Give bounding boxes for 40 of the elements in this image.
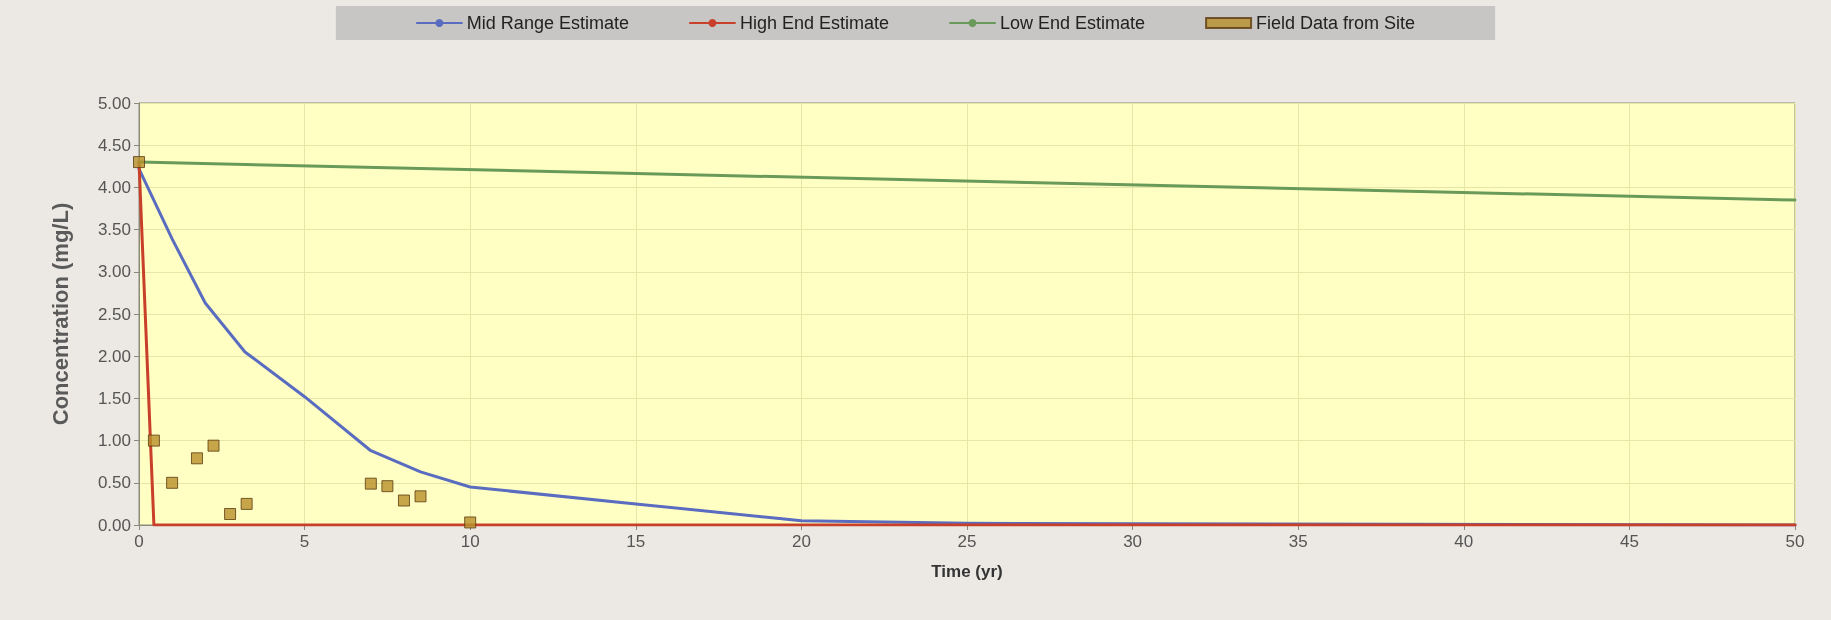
point (240, 497, 253, 510)
legend-label: High End Estimate (739, 13, 890, 33)
point (147, 434, 160, 447)
y-tick-label: 4.00 (97, 177, 131, 197)
point (133, 156, 145, 169)
y-tick-label: 3.50 (97, 220, 131, 240)
x-axis-title: Time (yr) (931, 562, 1003, 581)
y-tick-label: 0.00 (97, 515, 131, 535)
point (414, 490, 427, 503)
y-tick-label: 1.00 (97, 431, 131, 451)
x-tick-label: 5 (299, 532, 310, 551)
x-tick-label: 50 (1785, 532, 1805, 551)
y-tick-label: 2.00 (97, 346, 131, 366)
point (166, 476, 179, 489)
y-tick-label: 5.00 (97, 93, 131, 113)
x-tick-label: 20 (791, 532, 811, 551)
y-tick-label: 0.50 (97, 473, 131, 493)
y-tick-label: 1.50 (97, 388, 131, 408)
point (207, 439, 220, 452)
x-tick-label: 10 (460, 532, 480, 551)
legend-label: Low End Estimate (1000, 13, 1146, 33)
y-tick-label: 3.00 (97, 262, 131, 282)
point (190, 452, 203, 465)
x-tick-label: 25 (957, 532, 977, 551)
x-tick-label: 0 (134, 532, 144, 551)
y-tick-label: 2.50 (97, 304, 131, 324)
point (397, 494, 410, 507)
point (364, 477, 377, 490)
x-tick-label: 30 (1123, 532, 1143, 551)
x-tick-label: 40 (1454, 532, 1474, 551)
point (464, 516, 477, 529)
x-tick-label: 35 (1288, 532, 1308, 551)
point (381, 480, 394, 493)
legend-label: Mid Range Estimate (466, 13, 629, 33)
x-tick-label: 45 (1619, 532, 1639, 551)
y-axis-title: Concentration (mg/L) (47, 202, 73, 426)
point (224, 508, 237, 521)
y-tick-label: 4.50 (97, 135, 131, 155)
legend-label: Field Data from Site (1256, 13, 1416, 33)
x-tick-label: 15 (626, 532, 646, 551)
